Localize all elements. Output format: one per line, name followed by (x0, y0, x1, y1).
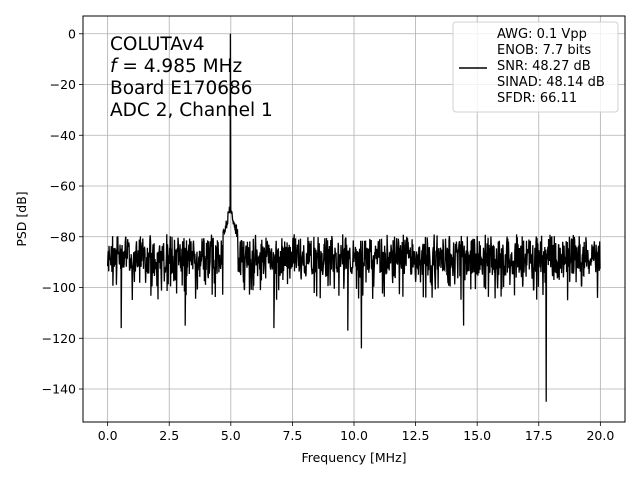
legend-entry-line: SFDR: 66.11 (497, 91, 577, 106)
y-tick-label: 0 (68, 26, 76, 41)
legend-entry-line: ENOB: 7.7 bits (497, 43, 591, 58)
plot-area (106, 33, 601, 402)
annotation-line: COLUTAv4 (110, 34, 205, 55)
x-axis-label: Frequency [MHz] (301, 450, 406, 465)
legend-box (452, 21, 619, 113)
annotation-line-text: = 4.985 MHz (117, 56, 243, 77)
x-tick-label: 15.0 (463, 428, 491, 443)
x-tick-label: 2.5 (159, 428, 179, 443)
x-tick-label: 17.5 (525, 428, 553, 443)
y-tick-label: −140 (42, 382, 76, 397)
legend-entry-line: SINAD: 48.14 dB (497, 75, 605, 90)
x-tick-label: 0.0 (98, 428, 118, 443)
y-axis-label: PSD [dB] (14, 191, 29, 246)
y-tick-label: −20 (50, 77, 76, 92)
x-tick-label: 5.0 (221, 428, 241, 443)
x-axis-ticks: 0.0 2.5 5.0 7.5 10.0 12.5 15.0 17.5 20.0 (98, 422, 614, 443)
x-tick-label: 12.5 (402, 428, 430, 443)
grid-lines (83, 16, 625, 422)
y-tick-label: −60 (50, 179, 76, 194)
y-tick-label: −120 (42, 331, 76, 346)
y-tick-label: −40 (50, 128, 76, 143)
legend-entry-line: AWG: 0.1 Vpp (497, 27, 587, 42)
x-tick-label: 7.5 (282, 428, 302, 443)
annotation-line: f = 4.985 MHz (110, 56, 242, 77)
x-tick-label: 10.0 (340, 428, 368, 443)
y-axis-ticks: 0 −20 −40 −60 −80 −100 −120 −140 (42, 26, 83, 397)
annotation-italic-symbol: f (110, 56, 119, 77)
annotation-line: ADC 2, Channel 1 (110, 100, 273, 121)
y-tick-label: −100 (42, 280, 76, 295)
y-tick-label: −80 (50, 229, 76, 244)
annotation-line: Board E170686 (110, 78, 253, 99)
x-tick-label: 20.0 (586, 428, 614, 443)
psd-series-line (106, 33, 601, 402)
legend-entry-line: SNR: 48.27 dB (497, 59, 591, 74)
